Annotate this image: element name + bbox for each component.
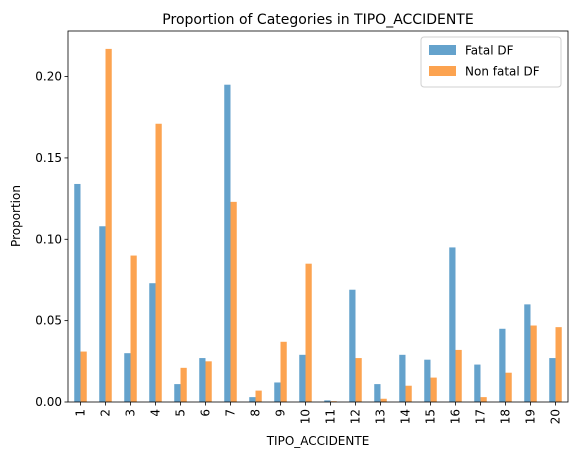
y-tick-label: 0.00	[35, 395, 62, 409]
bar-non-fatal-4	[155, 123, 162, 402]
bar-fatal-16	[449, 247, 456, 402]
bar-non-fatal-10	[305, 263, 312, 402]
x-tick-label: 10	[299, 409, 313, 424]
chart-title: Proportion of Categories in TIPO_ACCIDEN…	[162, 12, 473, 28]
x-tick-label: 6	[199, 409, 213, 417]
bar-fatal-20	[549, 358, 556, 402]
bar-fatal-1	[74, 183, 81, 402]
x-tick-label: 13	[374, 409, 388, 424]
y-axis-label: Proportion	[9, 185, 23, 247]
y-tick-label: 0.20	[35, 70, 62, 84]
bar-fatal-8	[249, 397, 256, 402]
bar-non-fatal-18	[505, 372, 512, 402]
x-tick-label: 12	[349, 409, 363, 424]
legend-label: Non fatal DF	[465, 65, 540, 79]
bar-fatal-17	[474, 364, 481, 402]
legend: Fatal DF Non fatal DF	[420, 36, 562, 88]
y-tick-label: 0.10	[35, 232, 62, 246]
bar-fatal-7	[224, 84, 231, 402]
bar-fatal-9	[274, 382, 281, 402]
bar-non-fatal-7	[230, 201, 237, 402]
x-tick-label: 4	[149, 409, 163, 417]
x-tick-label: 11	[324, 409, 338, 424]
bar-non-fatal-17	[480, 397, 487, 402]
bar-fatal-3	[124, 353, 131, 402]
bar-fatal-10	[299, 354, 306, 402]
bar-non-fatal-5	[180, 367, 187, 402]
bar-non-fatal-9	[280, 341, 287, 402]
x-tick-label: 9	[274, 409, 288, 417]
bar-fatal-15	[424, 359, 431, 402]
x-tick-label: 18	[499, 409, 513, 424]
bar-non-fatal-20	[555, 327, 562, 402]
x-tick-label: 17	[474, 409, 488, 424]
bar-fatal-5	[174, 384, 181, 402]
x-tick-label: 1	[74, 409, 88, 417]
legend-swatch	[429, 66, 456, 76]
bar-non-fatal-6	[205, 361, 212, 402]
bar-non-fatal-11	[330, 401, 337, 402]
bar-non-fatal-15	[430, 377, 437, 402]
legend-label: Fatal DF	[465, 44, 514, 58]
x-tick-label: 5	[174, 409, 188, 417]
x-tick-label: 15	[424, 409, 438, 424]
x-tick-label: 19	[524, 409, 538, 424]
bar-non-fatal-2	[105, 48, 112, 403]
x-tick-label: 20	[549, 409, 563, 424]
bar-fatal-14	[399, 354, 406, 402]
bar-fatal-2	[99, 226, 106, 402]
plot-area: 0.000.050.100.150.201 2 3 4 5 6 7 8 9 10 11 12 13 14 1…	[35, 30, 569, 424]
bar-fatal-11	[324, 400, 331, 402]
bar-fatal-13	[374, 384, 381, 402]
x-axis-label: TIPO_ACCIDENTE	[266, 434, 370, 448]
bar-non-fatal-12	[355, 358, 362, 402]
bar-non-fatal-3	[130, 255, 137, 402]
plot-frame	[67, 30, 569, 403]
bar-fatal-12	[349, 289, 356, 402]
y-tick-label: 0.05	[35, 314, 62, 328]
bar-non-fatal-8	[255, 390, 262, 402]
bar-non-fatal-19	[530, 325, 537, 402]
bar-fatal-4	[149, 283, 156, 402]
x-tick-label: 2	[99, 409, 113, 417]
x-tick-label: 7	[224, 409, 238, 417]
bar-non-fatal-1	[80, 351, 87, 402]
legend-swatch	[429, 45, 456, 55]
x-tick-label: 8	[249, 409, 263, 417]
bar-non-fatal-16	[455, 349, 462, 402]
x-tick-label: 16	[449, 409, 463, 424]
bar-fatal-6	[199, 358, 206, 402]
bar-non-fatal-14	[405, 385, 412, 402]
x-tick-label: 3	[124, 409, 138, 417]
bar-non-fatal-13	[380, 398, 387, 402]
bar-fatal-19	[524, 304, 531, 402]
x-tick-label: 14	[399, 409, 413, 424]
bar-fatal-18	[499, 328, 506, 402]
y-tick-label: 0.15	[35, 151, 62, 165]
